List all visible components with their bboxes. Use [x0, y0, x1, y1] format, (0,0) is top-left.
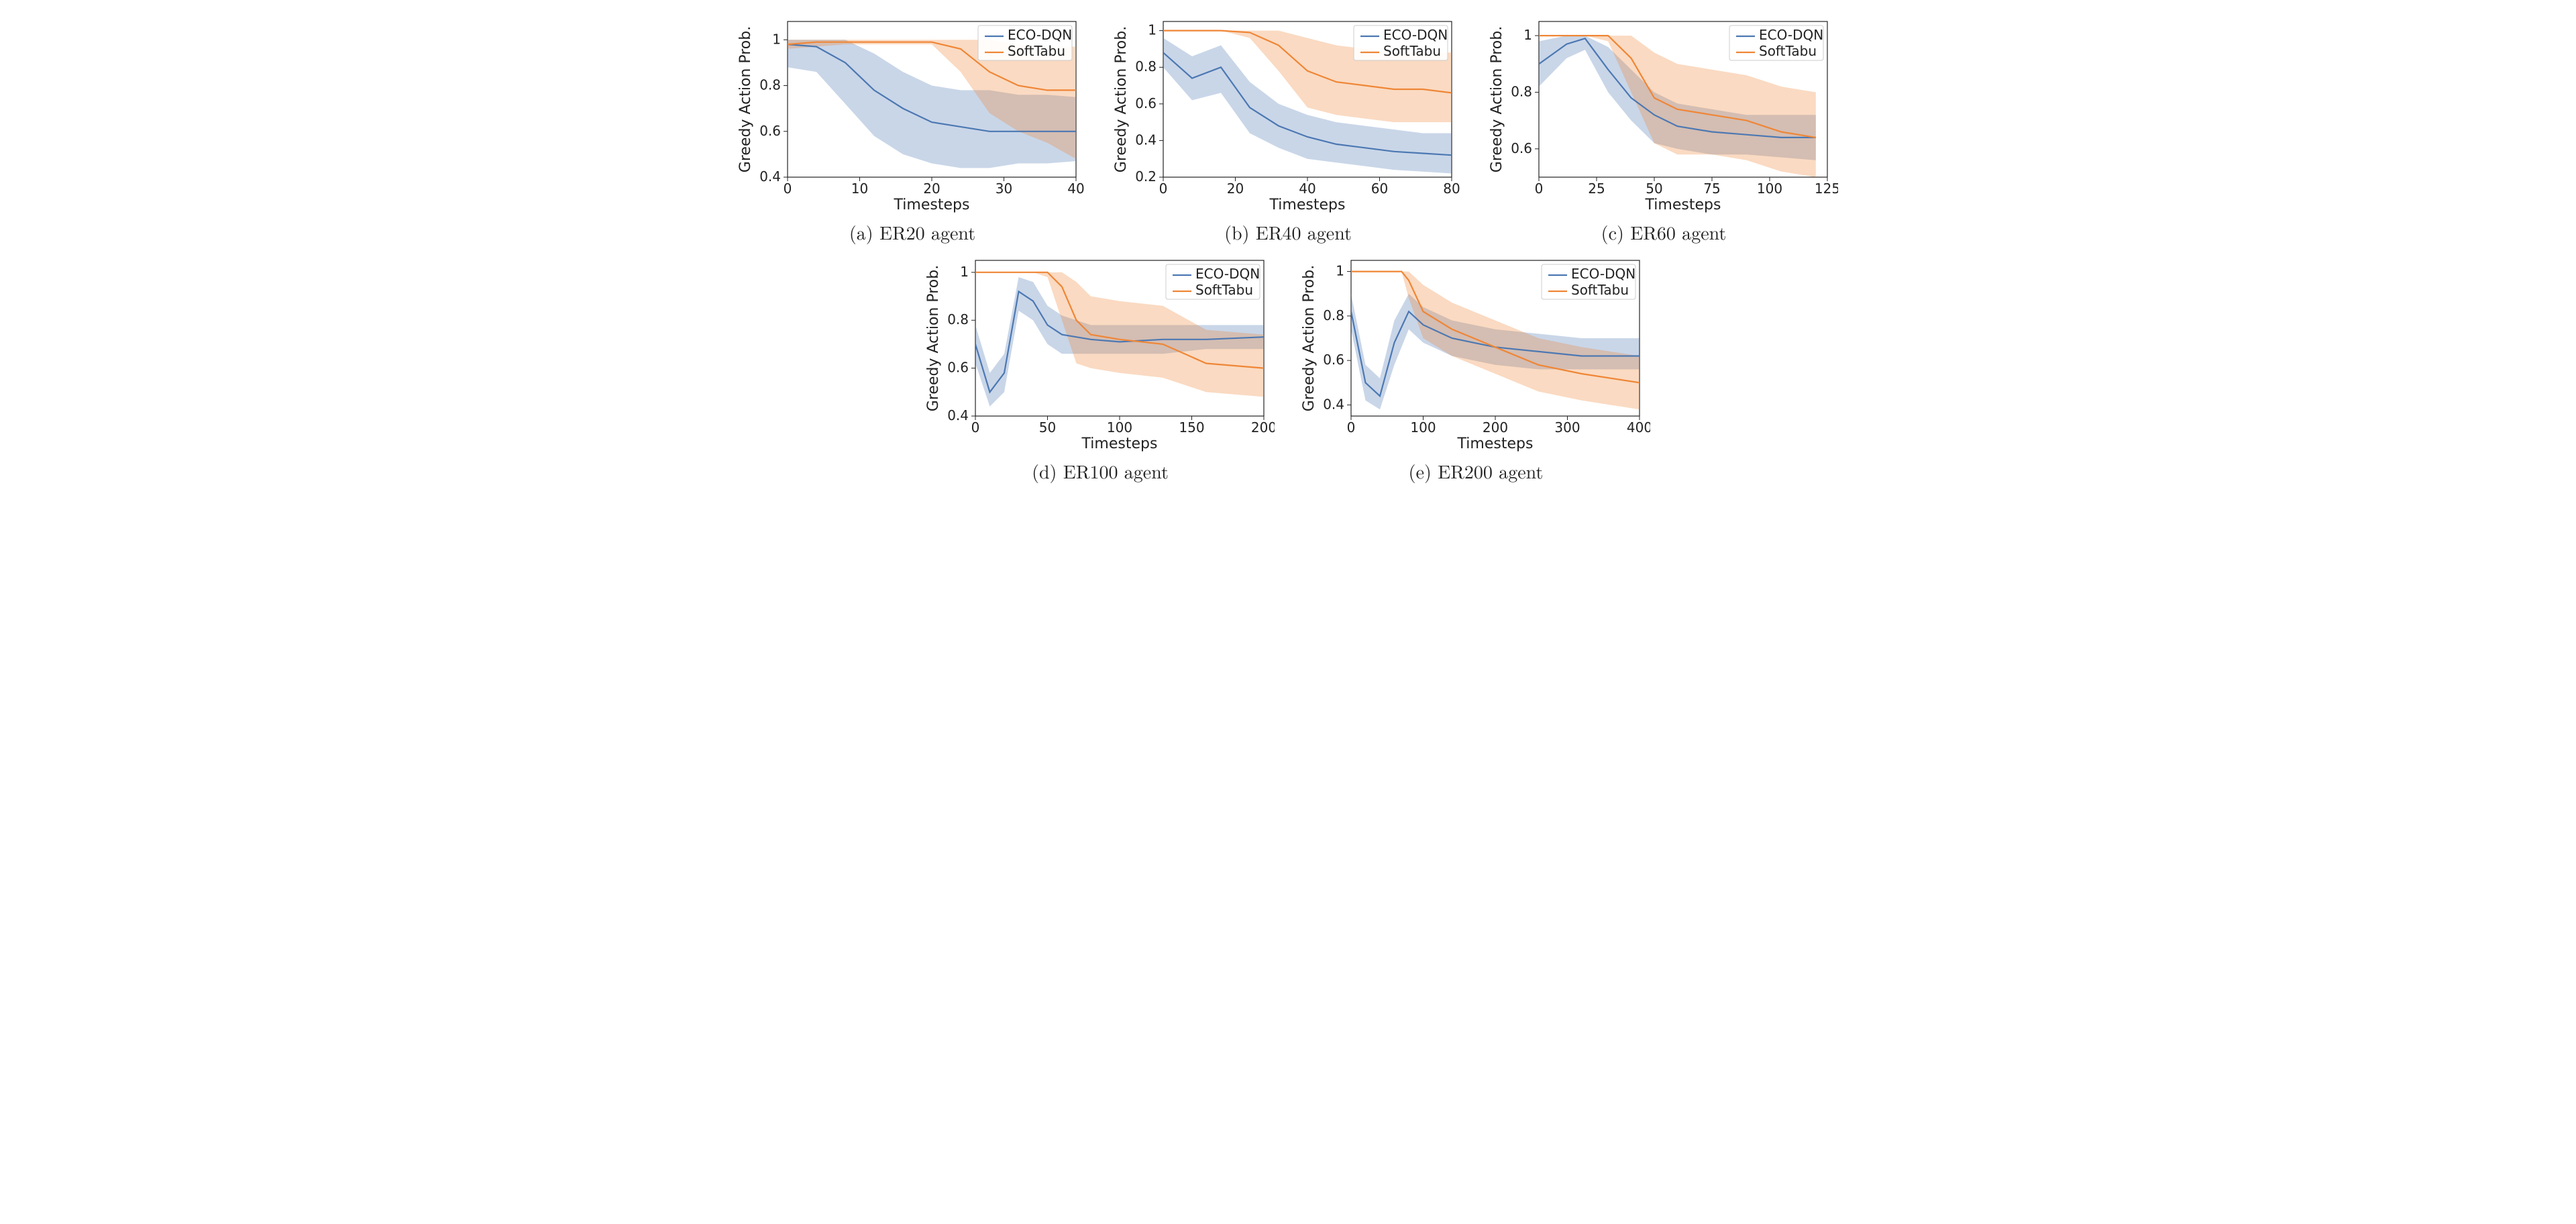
ytick-label: 0.8 — [1511, 83, 1532, 99]
ylabel: Greedy Action Prob. — [1489, 26, 1505, 172]
xtick-label: 40 — [1067, 181, 1084, 197]
ylabel: Greedy Action Prob. — [1301, 265, 1318, 411]
chart-b: 0 20 40 60 80 0.2 0.4 0.6 0.8 1 Timesteps Greedy Ac… — [1114, 13, 1462, 215]
xtick-label: 0 — [784, 181, 792, 197]
xlabel: Timesteps — [1081, 436, 1158, 452]
xtick-label: 40 — [1299, 181, 1316, 197]
panel-caption-d: (d) ER100 agent — [1032, 458, 1169, 484]
legend: ECO-DQNSoftTabu — [978, 26, 1072, 60]
xtick-label: 30 — [996, 181, 1012, 197]
ytick-label: 1 — [1336, 263, 1344, 279]
ytick-label: 0.4 — [759, 168, 781, 185]
ylabel: Greedy Action Prob. — [926, 265, 942, 411]
panel-caption-e: (e) ER200 agent — [1409, 458, 1544, 484]
ytick-label: 0.6 — [1323, 352, 1344, 368]
xtick-label: 75 — [1703, 181, 1720, 197]
panel-caption-a: (a) ER20 agent — [849, 219, 975, 246]
ytick-label: 0.4 — [947, 407, 969, 423]
panel-b: 0 20 40 60 80 0.2 0.4 0.6 0.8 1 Timesteps Greedy Ac… — [1114, 13, 1462, 246]
ytick-label: 1 — [960, 264, 969, 280]
panel-d: 0 50 100 150 200 0.4 0.6 0.8 1 Timesteps Greedy Ac… — [926, 252, 1275, 484]
chart-e: 0 100 200 300 400 0.4 0.6 0.8 1 Timesteps Greedy A… — [1301, 252, 1650, 454]
legend-label-eco: ECO-DQN — [1571, 266, 1635, 282]
ytick-label: 1 — [772, 31, 781, 47]
ytick-label: 0.4 — [1323, 396, 1344, 412]
xtick-label: 0 — [1159, 181, 1168, 197]
figure-grid: 0102030400.40.60.81TimestepsGreedy Actio… — [13, 13, 2563, 484]
legend-label-eco: ECO-DQN — [1759, 27, 1823, 43]
xtick-label: 100 — [1107, 419, 1132, 436]
panel-e: 0 100 200 300 400 0.4 0.6 0.8 1 Timesteps Greedy A… — [1301, 252, 1650, 484]
xtick-label: 200 — [1483, 419, 1508, 436]
ytick-label: 0.6 — [759, 123, 781, 139]
ytick-label: 0.2 — [1135, 168, 1157, 185]
legend-label-eco: ECO-DQN — [1383, 27, 1448, 43]
legend-label-soft: SoftTabu — [1383, 43, 1441, 59]
xtick-label: 0 — [1347, 419, 1356, 436]
xtick-label: 20 — [1227, 181, 1244, 197]
figure-row-1: 0102030400.40.60.81TimestepsGreedy Actio… — [738, 13, 1838, 246]
xtick-label: 0 — [971, 419, 980, 436]
chart-c: 0 25 50 75 100 125 0.6 0.8 1 Timesteps Greedy Acti… — [1489, 13, 1838, 215]
ytick-label: 0.8 — [759, 77, 781, 93]
xtick-label: 0 — [1535, 181, 1544, 197]
xtick-label: 100 — [1757, 181, 1782, 197]
panel-c: 0 25 50 75 100 125 0.6 0.8 1 Timesteps Greedy Acti… — [1489, 13, 1838, 246]
xlabel: Timesteps — [1457, 436, 1534, 452]
ylabel: Greedy Action Prob. — [1114, 26, 1130, 172]
panel-a: 0 10 20 30 40 0.4 0.6 0.8 1 Timesteps Greedy Actio… — [738, 13, 1087, 246]
xlabel: Timesteps — [894, 197, 970, 213]
ytick-label: 1 — [1148, 22, 1157, 38]
legend: ECO-DQNSoftTabu — [1354, 26, 1448, 60]
ytick-label: 0.8 — [1323, 307, 1344, 323]
xlabel: Timesteps — [1269, 197, 1346, 213]
xtick-label: 150 — [1179, 419, 1204, 436]
xtick-label: 60 — [1371, 181, 1388, 197]
ytick-label: 0.8 — [1135, 58, 1157, 74]
xtick-label: 10 — [851, 181, 868, 197]
xtick-label: 100 — [1410, 419, 1436, 436]
legend-label-soft: SoftTabu — [1008, 43, 1065, 59]
legend-label-soft: SoftTabu — [1571, 282, 1629, 298]
legend-label-soft: SoftTabu — [1759, 43, 1817, 59]
figure-row-2: 0 50 100 150 200 0.4 0.6 0.8 1 Timesteps Greedy Ac… — [926, 252, 1650, 484]
panel-caption-b: (b) ER40 agent — [1224, 219, 1352, 246]
panel-caption-c: (c) ER60 agent — [1601, 219, 1727, 246]
xtick-label: 125 — [1815, 181, 1838, 197]
xtick-label: 25 — [1588, 181, 1605, 197]
xtick-label: 20 — [923, 181, 940, 197]
ytick-label: 1 — [1523, 27, 1532, 43]
legend-label-soft: SoftTabu — [1195, 282, 1253, 298]
ytick-label: 0.4 — [1135, 132, 1157, 148]
chart-d: 0 50 100 150 200 0.4 0.6 0.8 1 Timesteps Greedy Ac… — [926, 252, 1275, 454]
legend-label-eco: ECO-DQN — [1008, 27, 1072, 43]
legend: ECO-DQNSoftTabu — [1166, 264, 1260, 299]
legend: ECO-DQNSoftTabu — [1729, 26, 1823, 60]
ylabel: Greedy Action Prob. — [738, 26, 754, 172]
xtick-label: 80 — [1443, 181, 1460, 197]
xtick-label: 200 — [1251, 419, 1275, 436]
xtick-label: 50 — [1646, 181, 1662, 197]
chart-a: 0 10 20 30 40 0.4 0.6 0.8 1 Timesteps Greedy Actio… — [738, 13, 1087, 215]
ytick-label: 0.6 — [1511, 140, 1532, 156]
xtick-label: 50 — [1039, 419, 1056, 436]
legend: ECO-DQNSoftTabu — [1542, 264, 1635, 299]
xlabel: Timesteps — [1645, 197, 1721, 213]
ytick-label: 0.8 — [947, 311, 969, 327]
ytick-label: 0.6 — [1135, 95, 1157, 111]
xtick-label: 400 — [1627, 419, 1650, 436]
xtick-label: 300 — [1554, 419, 1580, 436]
ytick-label: 0.6 — [947, 360, 969, 376]
legend-label-eco: ECO-DQN — [1195, 266, 1260, 282]
